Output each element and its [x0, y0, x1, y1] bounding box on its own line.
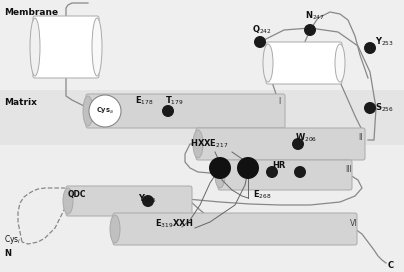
Ellipse shape: [92, 18, 102, 76]
FancyBboxPatch shape: [0, 0, 404, 90]
Circle shape: [142, 195, 154, 207]
FancyBboxPatch shape: [86, 94, 285, 128]
Text: HR: HR: [272, 162, 285, 171]
Ellipse shape: [63, 188, 73, 214]
FancyBboxPatch shape: [0, 145, 404, 272]
Circle shape: [209, 157, 231, 179]
Circle shape: [237, 157, 259, 179]
Circle shape: [162, 105, 174, 117]
Text: Cys$_a$: Cys$_a$: [96, 106, 114, 116]
FancyBboxPatch shape: [33, 16, 99, 78]
FancyBboxPatch shape: [266, 42, 342, 84]
Circle shape: [266, 166, 278, 178]
Text: N: N: [4, 249, 11, 258]
Ellipse shape: [30, 18, 40, 76]
Text: Cys$_i$: Cys$_i$: [4, 233, 21, 246]
Text: T$_{179}$: T$_{179}$: [165, 95, 183, 107]
Text: Y$_{275}$: Y$_{275}$: [138, 193, 157, 205]
Text: II: II: [358, 134, 362, 143]
Ellipse shape: [110, 215, 120, 243]
Text: Matrix: Matrix: [4, 98, 37, 107]
FancyBboxPatch shape: [218, 160, 352, 190]
Ellipse shape: [215, 162, 225, 188]
Text: C: C: [388, 261, 394, 270]
Circle shape: [294, 166, 306, 178]
Text: VI: VI: [350, 220, 358, 228]
FancyBboxPatch shape: [113, 213, 357, 245]
Circle shape: [364, 102, 376, 114]
Ellipse shape: [83, 96, 93, 126]
Circle shape: [364, 42, 376, 54]
Text: E$_{268}$: E$_{268}$: [253, 189, 271, 201]
FancyBboxPatch shape: [0, 90, 404, 145]
Circle shape: [89, 95, 121, 127]
Text: Membrane: Membrane: [4, 8, 58, 17]
Ellipse shape: [193, 130, 203, 158]
Text: Q$_{242}$: Q$_{242}$: [252, 23, 272, 36]
Text: E$_{178}$: E$_{178}$: [135, 95, 154, 107]
Circle shape: [292, 138, 304, 150]
FancyBboxPatch shape: [66, 186, 192, 216]
Circle shape: [254, 36, 266, 48]
Text: HXXE$_{217}$: HXXE$_{217}$: [190, 138, 228, 150]
Ellipse shape: [263, 44, 273, 82]
Text: E$_{319}$XXH: E$_{319}$XXH: [155, 218, 194, 230]
Text: W$_{206}$: W$_{206}$: [295, 132, 317, 144]
Ellipse shape: [335, 44, 345, 82]
Text: S$_{256}$: S$_{256}$: [375, 102, 394, 114]
Text: QDC: QDC: [68, 190, 86, 199]
FancyBboxPatch shape: [196, 128, 365, 160]
Text: N$_{247}$: N$_{247}$: [305, 10, 325, 22]
Text: III: III: [345, 165, 352, 175]
Text: Y$_{253}$: Y$_{253}$: [375, 36, 394, 48]
Circle shape: [304, 24, 316, 36]
Text: I: I: [278, 97, 280, 106]
